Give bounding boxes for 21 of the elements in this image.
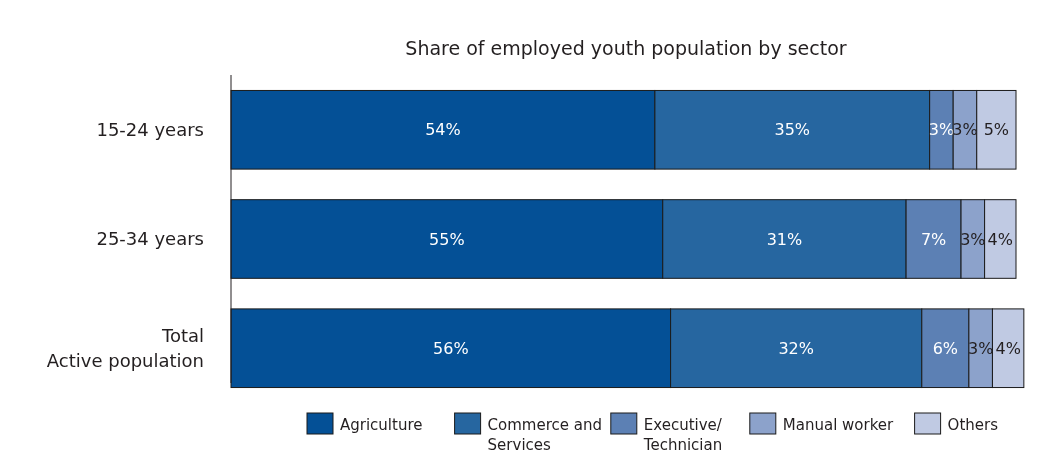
y-tick-label: 25-34 years	[96, 228, 204, 250]
data-label: 55%	[429, 229, 465, 249]
data-label: 5%	[983, 120, 1010, 140]
legend-label: Others	[947, 416, 999, 434]
data-label: 6%	[932, 338, 959, 358]
y-tick-label: 15-24 years	[96, 119, 204, 141]
data-label: 4%	[995, 338, 1021, 358]
data-label: 56%	[433, 338, 469, 358]
data-label: 35%	[774, 120, 811, 140]
data-label: 7%	[920, 229, 947, 249]
data-label: 32%	[778, 338, 814, 358]
legend-label: Manual worker	[782, 416, 895, 434]
legend-label: Agriculture	[340, 416, 423, 434]
data-label: 4%	[987, 229, 1013, 249]
data-label: 3%	[967, 338, 994, 358]
legend-label: Executive/ Technician	[642, 416, 723, 454]
chart-title: Share of employed youth population by sector	[405, 37, 847, 59]
data-label: 54%	[425, 120, 461, 140]
data-label: 31%	[766, 229, 803, 249]
legend-label: Commerce and Services	[487, 416, 603, 454]
y-tick-label: Total Active population	[46, 325, 204, 372]
